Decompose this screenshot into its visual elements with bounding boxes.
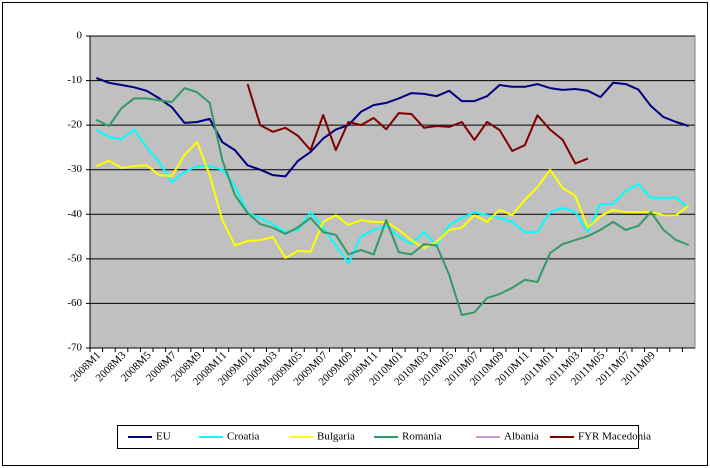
legend-label: Albania [504,431,539,443]
series-line [95,76,690,178]
y-tick-label: -10 [67,74,82,86]
series-line [95,87,690,316]
legend-label: Croatia [227,431,259,443]
y-tick-label: -50 [67,252,82,264]
y-tick-label: -70 [67,342,82,354]
series-line [95,128,690,265]
y-tick-label: -30 [67,163,82,175]
y-tick-label: -60 [67,297,82,309]
legend-label: FYR Macedonia [578,431,651,443]
series-line [246,83,589,165]
legend-label: Romania [402,431,442,443]
legend-label: EU [156,431,171,443]
y-tick-label: 0 [77,30,83,42]
series-line [95,141,690,259]
legend-label: Bulgaria [317,431,355,443]
y-tick-label: -20 [67,119,82,131]
y-tick-label: -40 [67,208,82,220]
plot-area [89,35,696,349]
